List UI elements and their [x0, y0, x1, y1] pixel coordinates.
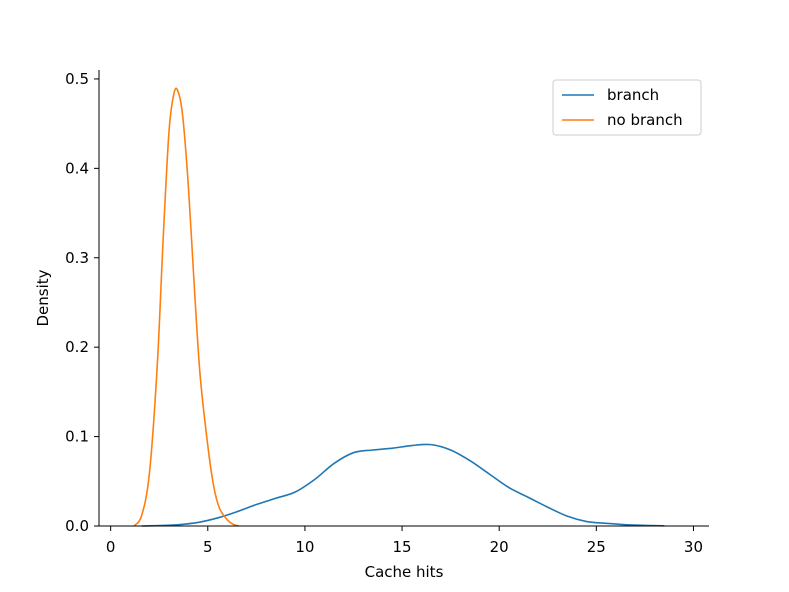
y-tick-label: 0.0 [65, 517, 89, 535]
x-tick-label: 15 [393, 538, 412, 556]
y-tick-label: 0.3 [65, 249, 89, 267]
legend-label-branch: branch [607, 86, 659, 104]
y-tick-label: 0.5 [65, 70, 89, 88]
legend-box [552, 79, 702, 136]
x-tick-label: 10 [295, 538, 314, 556]
x-axis-label: Cache hits [365, 563, 444, 581]
x-ticks: 0 5 10 15 20 25 30 [106, 526, 703, 556]
y-ticks: 0.0 0.1 0.2 0.3 0.4 0.5 [65, 70, 99, 535]
legend: branch no branch [552, 79, 702, 136]
y-tick-label: 0.2 [65, 338, 89, 356]
plot-lines [133, 87, 665, 527]
y-tick-label: 0.1 [65, 428, 89, 446]
x-tick-label: 20 [490, 538, 509, 556]
series-line-branch [141, 443, 665, 527]
series-line-no-branch [133, 87, 240, 527]
x-tick-label: 5 [203, 538, 213, 556]
x-tick-label: 30 [684, 538, 703, 556]
axes [98, 70, 709, 527]
y-axis-label: Density [34, 269, 52, 326]
x-tick-label: 0 [106, 538, 116, 556]
legend-label-no-branch: no branch [607, 111, 683, 129]
x-tick-label: 25 [587, 538, 606, 556]
y-tick-label: 0.4 [65, 159, 89, 177]
